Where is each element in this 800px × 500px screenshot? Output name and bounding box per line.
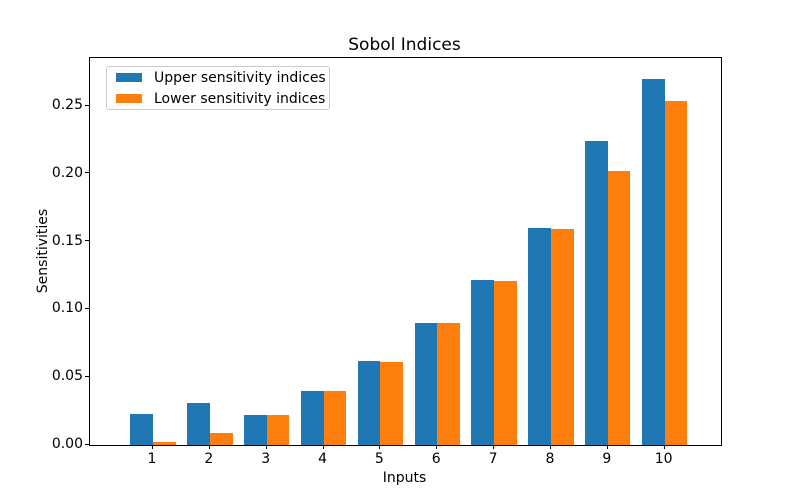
y-tick-label: 0.25 xyxy=(51,97,83,113)
x-axis-label: Inputs xyxy=(382,470,427,486)
x-tick-label: 9 xyxy=(602,451,612,467)
legend-item: Upper sensitivity indices xyxy=(107,68,329,87)
bar-upper-3 xyxy=(244,415,267,445)
x-tick-mark xyxy=(549,445,551,449)
bar-upper-2 xyxy=(187,402,210,445)
y-axis-label: Sensitivities xyxy=(35,208,51,294)
bar-upper-9 xyxy=(585,141,608,445)
bar-lower-2 xyxy=(209,432,233,445)
bar-upper-4 xyxy=(300,390,324,445)
bar-upper-5 xyxy=(357,360,381,445)
bar-lower-3 xyxy=(266,415,290,445)
x-tick-label: 3 xyxy=(261,451,271,467)
bar-lower-5 xyxy=(380,362,404,445)
bar-upper-7 xyxy=(471,279,495,445)
x-tick-label: 5 xyxy=(374,451,384,467)
x-tick-mark xyxy=(436,445,438,449)
legend-label: Upper sensitivity indices xyxy=(154,69,326,86)
bar-lower-8 xyxy=(550,229,574,445)
legend: Upper sensitivity indices Lower sensitivi… xyxy=(106,66,330,110)
bar-lower-6 xyxy=(437,322,460,445)
bar-upper-10 xyxy=(641,78,665,445)
y-tick-label: 0.10 xyxy=(51,300,83,317)
x-tick-mark xyxy=(208,445,210,449)
y-tick-mark xyxy=(85,172,89,174)
y-tick-mark xyxy=(85,240,89,242)
chart-title: Sobol Indices xyxy=(348,35,461,55)
y-tick-label: 0.20 xyxy=(51,164,83,181)
bar-upper-6 xyxy=(414,322,438,445)
x-tick-mark xyxy=(322,445,324,449)
x-tick-label: 6 xyxy=(431,451,441,467)
x-tick-mark xyxy=(663,445,665,449)
x-tick-mark xyxy=(493,445,495,449)
x-tick-label: 10 xyxy=(654,451,673,467)
x-tick-mark xyxy=(152,445,153,449)
bar-upper-1 xyxy=(130,413,153,445)
y-tick-label: 0.15 xyxy=(51,232,83,249)
bar-lower-7 xyxy=(494,280,517,445)
bar-lower-10 xyxy=(664,100,688,445)
bar-lower-9 xyxy=(607,171,631,445)
plot-area xyxy=(89,57,722,446)
bar-lower-4 xyxy=(323,390,347,445)
y-tick-mark xyxy=(85,443,89,445)
legend-label: Lower sensitivity indices xyxy=(154,90,326,107)
x-tick-mark xyxy=(606,445,608,449)
x-tick-mark xyxy=(379,445,381,449)
y-tick-label: 0.05 xyxy=(51,368,83,385)
legend-swatch-icon xyxy=(116,73,142,82)
bar-upper-8 xyxy=(528,228,551,445)
x-tick-label: 8 xyxy=(545,451,555,467)
x-tick-label: 4 xyxy=(318,451,327,467)
x-tick-label: 1 xyxy=(147,451,157,467)
bar-lower-1 xyxy=(153,442,176,445)
x-tick-mark xyxy=(265,445,267,449)
y-tick-mark xyxy=(85,375,89,377)
x-tick-label: 7 xyxy=(488,451,498,467)
y-tick-mark xyxy=(85,307,89,309)
y-tick-mark xyxy=(85,104,89,106)
legend-swatch-icon xyxy=(116,94,142,103)
x-tick-label: 2 xyxy=(204,451,214,467)
legend-item: Lower sensitivity indices xyxy=(107,89,329,108)
y-tick-label: 0.00 xyxy=(51,436,83,452)
